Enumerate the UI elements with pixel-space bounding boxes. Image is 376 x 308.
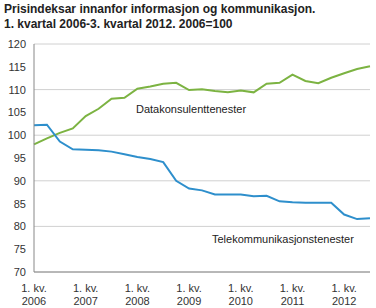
svg-text:70: 70 xyxy=(14,266,26,278)
svg-text:1. kv.2006: 1. kv.2006 xyxy=(21,282,46,307)
svg-text:115: 115 xyxy=(8,61,26,73)
svg-text:80: 80 xyxy=(14,220,26,232)
svg-text:85: 85 xyxy=(14,198,26,210)
html-text:Datakonsulenttenester: Datakonsulenttenester xyxy=(136,103,247,115)
html-text:Prisindeksar innanfor informas: Prisindeksar innanfor informasjon og kom… xyxy=(4,2,316,16)
svg-text:1. kv.2008: 1. kv.2008 xyxy=(125,282,150,307)
svg-text:110: 110 xyxy=(8,84,26,96)
svg-text:1. kv.2011: 1. kv.2011 xyxy=(280,282,305,307)
svg-text:100: 100 xyxy=(8,129,26,141)
svg-text:1. kv.2007: 1. kv.2007 xyxy=(73,282,98,307)
svg-text:75: 75 xyxy=(14,243,26,255)
svg-text:95: 95 xyxy=(14,152,26,164)
html-text:Telekommunikasjonstenester: Telekommunikasjonstenester xyxy=(212,233,354,245)
svg-text:120: 120 xyxy=(8,38,26,50)
html-text:1. kvartal 2006-3. kvartal 201: 1. kvartal 2006-3. kvartal 2012. 2006=10… xyxy=(4,17,233,31)
svg-text:1. kv.2012: 1. kv.2012 xyxy=(331,282,356,307)
svg-text:105: 105 xyxy=(8,106,26,118)
svg-text:90: 90 xyxy=(14,175,26,187)
svg-text:1. kv.2009: 1. kv.2009 xyxy=(176,282,201,307)
svg-text:1. kv.2010: 1. kv.2010 xyxy=(228,282,253,307)
